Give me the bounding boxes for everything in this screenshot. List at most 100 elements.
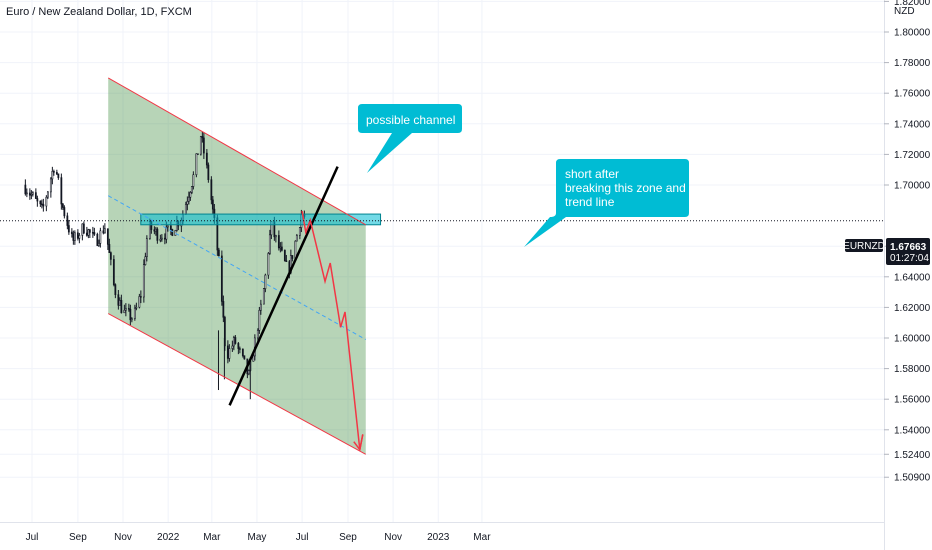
candle-body [283, 250, 286, 262]
candle-body [241, 348, 244, 356]
ytick-label: 1.72000 [894, 150, 931, 161]
price-axis[interactable]: 1.82000 1.80000 1.78000 1.76000 1.74000 1.720… [884, 0, 931, 484]
candle-body [165, 226, 168, 240]
candle-body [118, 300, 121, 306]
svg-text:1.67663: 1.67663 [890, 242, 927, 253]
candle-body [82, 223, 85, 234]
price-axis-unit: NZD [894, 6, 915, 17]
candle-body [85, 232, 88, 236]
candle-body [231, 345, 234, 349]
candle-body [264, 274, 267, 289]
trend-line[interactable] [228, 166, 339, 406]
channel-mid-line[interactable] [107, 195, 366, 340]
candle-body [256, 330, 259, 339]
candle-body [87, 229, 90, 236]
candle-body [295, 235, 298, 242]
resistance-zone[interactable] [140, 213, 382, 226]
candle-body [187, 196, 190, 202]
candle-body [108, 244, 111, 253]
candle-body [127, 308, 130, 310]
candle-body [274, 235, 277, 238]
ytick-label: 1.82000 [894, 0, 931, 8]
svg-text:EURNZD: EURNZD [843, 241, 885, 252]
candle-body [234, 337, 237, 344]
candle-body [117, 294, 120, 306]
candle-body [298, 227, 301, 236]
ytick-label: 1.52400 [894, 450, 931, 461]
candle-body [145, 238, 148, 257]
time-axis[interactable]: Jul Sep Nov 2022 Mar May Jul Sep Nov 2023 Mar [26, 532, 492, 543]
candle-body [39, 200, 42, 205]
candle-body [205, 152, 208, 166]
candle-body [258, 310, 261, 331]
candle-body [267, 253, 270, 276]
candle-body [192, 174, 195, 187]
candle-body [144, 256, 147, 265]
callout-possible-channel-text: possible channel [366, 113, 455, 127]
candle-body [153, 229, 156, 232]
channel-lower-line[interactable] [107, 313, 366, 455]
candle-body [30, 193, 33, 196]
candle-body [109, 252, 112, 260]
ytick-label: 1.56000 [894, 395, 931, 406]
candle-body [291, 255, 294, 259]
candle-body [202, 137, 205, 154]
channel-fill [108, 77, 366, 455]
candle-body [112, 259, 115, 285]
xtick-label: 2023 [427, 532, 450, 543]
xtick-label: Nov [114, 532, 132, 543]
projection-path[interactable] [301, 210, 364, 450]
candle-body [52, 171, 55, 173]
candle-body [277, 235, 280, 249]
candle-body [97, 243, 100, 246]
candle-body [51, 171, 54, 180]
callout-possible-channel[interactable]: possible channel [358, 104, 462, 173]
candle-body [78, 235, 81, 239]
candle-body [201, 136, 204, 139]
ytick-label: 1.58000 [894, 364, 931, 375]
candle-body [217, 249, 220, 257]
candle-body [61, 203, 64, 208]
candle-body [106, 228, 109, 245]
candle-body [285, 260, 288, 262]
candle-body [252, 355, 255, 362]
candle-body [135, 306, 138, 309]
candle-body [160, 237, 163, 240]
candle-body [232, 337, 235, 347]
xtick-label: Sep [339, 532, 357, 543]
svg-text:01:27:04: 01:27:04 [890, 253, 929, 264]
candle-body [25, 192, 28, 195]
candle-body [189, 192, 192, 198]
ytick-label: 1.50900 [894, 473, 931, 484]
ytick-label: 1.78000 [894, 58, 931, 69]
ytick-label: 1.60000 [894, 334, 931, 345]
ytick-label: 1.64000 [894, 272, 931, 283]
candle-body [31, 192, 34, 195]
candle-body [238, 348, 241, 350]
candle-body [166, 225, 169, 228]
candle-body [49, 178, 52, 193]
callout-short-after[interactable]: short after breaking this zone and trend… [524, 159, 689, 247]
candle-body [222, 301, 225, 318]
candle-body [123, 309, 126, 314]
xtick-label: Jul [26, 532, 39, 543]
candle-body [294, 240, 297, 259]
candle-body [171, 229, 174, 236]
candle-body [262, 288, 265, 305]
ytick-label: 1.80000 [894, 28, 931, 39]
candle-body [159, 238, 162, 241]
candle-body [138, 296, 141, 308]
callout-line-1: short after [565, 167, 619, 181]
candle-body [279, 246, 282, 249]
candle-body [156, 228, 159, 241]
candle-body [268, 234, 271, 254]
candle-body [36, 198, 39, 202]
candle-body [195, 153, 198, 176]
candle-body [103, 228, 106, 234]
xtick-label: Mar [473, 532, 491, 543]
channel-area [108, 77, 366, 455]
candle-body [28, 192, 31, 196]
ytick-label: 1.54000 [894, 425, 931, 436]
symbol-tag: EURNZD [843, 239, 885, 252]
